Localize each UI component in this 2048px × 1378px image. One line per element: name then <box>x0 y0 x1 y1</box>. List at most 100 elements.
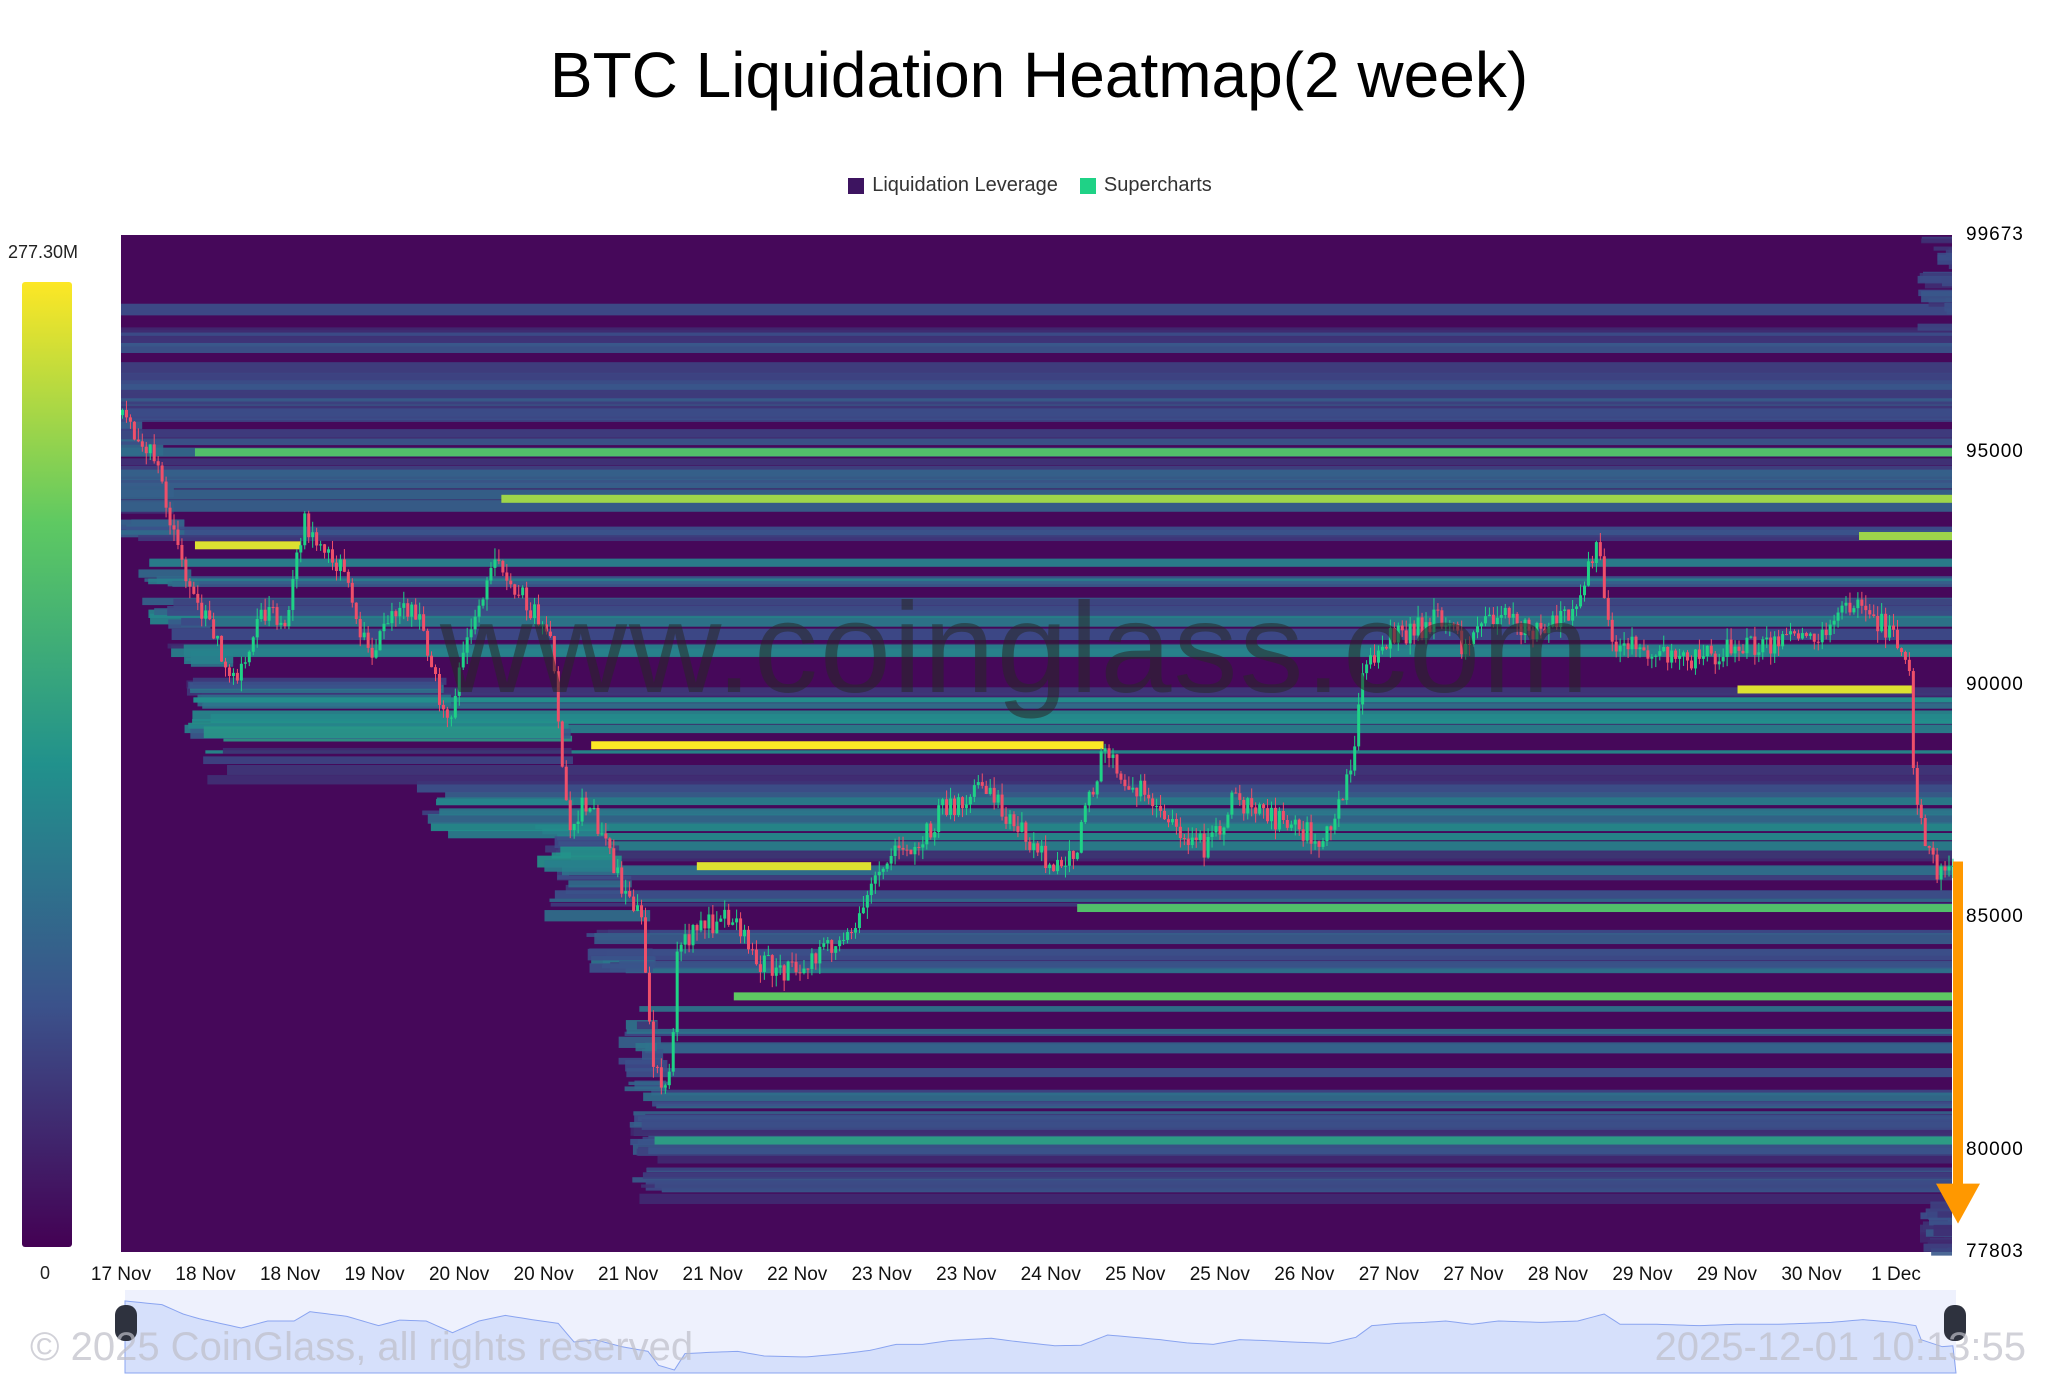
legend-item-liquidation-leverage[interactable]: Liquidation Leverage <box>848 174 1058 197</box>
candle <box>152 444 156 462</box>
candle <box>132 421 136 440</box>
heatmap-band <box>645 1042 1952 1054</box>
heatmap-band <box>193 697 1952 703</box>
candle <box>846 932 850 940</box>
candle <box>1551 615 1555 627</box>
candle <box>1079 822 1083 853</box>
candle <box>1674 650 1678 659</box>
candle <box>216 635 220 639</box>
heatmap-band <box>121 362 1952 374</box>
candle <box>1610 619 1614 642</box>
candle <box>758 964 762 972</box>
candle <box>1638 647 1642 650</box>
x-tick-label: 25 Nov <box>1189 1264 1250 1285</box>
candle <box>434 667 438 674</box>
candle <box>1115 754 1119 774</box>
candle <box>1099 751 1103 782</box>
liquidation-band <box>591 741 1104 750</box>
candle <box>1586 561 1590 586</box>
candle <box>917 846 921 848</box>
navigator-handle-left[interactable] <box>115 1305 137 1341</box>
candle <box>1262 804 1266 809</box>
heatmap-band <box>205 750 1952 754</box>
candle <box>544 624 548 632</box>
candle <box>196 593 200 603</box>
colorbar[interactable] <box>22 282 72 1247</box>
candle <box>529 610 533 619</box>
y-tick-label: 90000 <box>1966 673 2024 695</box>
candle <box>1234 792 1238 794</box>
candle <box>667 1071 671 1086</box>
candle <box>778 965 782 968</box>
candle <box>235 672 239 681</box>
heatmap-band <box>557 832 1953 841</box>
candle <box>1701 656 1705 659</box>
candle <box>1281 810 1285 821</box>
candle <box>838 940 842 947</box>
candle <box>354 602 358 620</box>
candle <box>1519 623 1523 636</box>
candle <box>418 614 422 620</box>
heatmap-band <box>138 535 1953 542</box>
candle <box>1000 794 1004 817</box>
copyright: © 2025 CoinGlass, all rights reserved <box>30 1325 694 1369</box>
candle <box>449 717 453 719</box>
candle <box>826 940 830 944</box>
candle <box>1365 664 1369 674</box>
candle <box>1186 838 1190 846</box>
heatmap-band <box>171 628 1952 641</box>
candle <box>267 607 271 621</box>
x-tick-label: 29 Nov <box>1696 1264 1758 1285</box>
legend-item-supercharts[interactable]: Supercharts <box>1079 174 1212 197</box>
candle <box>1353 746 1357 771</box>
heatmap-band <box>427 813 1953 824</box>
heatmap-band <box>657 1153 1952 1164</box>
candle <box>441 704 445 710</box>
candle <box>1713 653 1717 665</box>
candle <box>287 609 291 627</box>
candle <box>600 833 604 835</box>
heatmap-band <box>1937 252 1952 265</box>
candle <box>445 709 449 718</box>
candle <box>655 1066 659 1068</box>
candle <box>1218 826 1222 835</box>
candle <box>810 953 814 970</box>
candle <box>1899 648 1903 652</box>
candle <box>1903 651 1907 660</box>
candle <box>1868 610 1872 615</box>
candle <box>1931 847 1935 855</box>
candle <box>330 549 334 563</box>
candle <box>1044 845 1048 869</box>
candle <box>1769 637 1773 654</box>
candle <box>1765 637 1769 640</box>
candle <box>695 925 699 931</box>
navigator-handle-right[interactable] <box>1944 1305 1966 1341</box>
heatmap-band <box>1941 276 1952 287</box>
candle <box>342 559 346 572</box>
heatmap-band <box>184 724 1952 734</box>
candle <box>1686 652 1690 661</box>
candle <box>929 823 933 838</box>
candle <box>786 961 790 981</box>
candle <box>1511 613 1515 618</box>
heatmap-band <box>589 963 653 973</box>
candle <box>1472 632 1476 645</box>
heatmap-band <box>1917 275 1952 284</box>
candle <box>1606 598 1610 620</box>
candle <box>572 824 576 831</box>
candle <box>608 838 612 849</box>
x-tick-label: 27 Nov <box>1358 1264 1419 1285</box>
candle <box>687 934 691 946</box>
heatmap-band <box>121 526 1952 536</box>
heatmap-band <box>121 303 1952 316</box>
candle <box>1151 798 1155 807</box>
heatmap-band <box>594 933 1952 945</box>
candle <box>1761 639 1765 653</box>
candle <box>640 905 644 918</box>
candle <box>715 921 719 934</box>
candle <box>735 918 739 923</box>
heatmap-band <box>642 1172 1952 1179</box>
candle <box>1539 622 1543 629</box>
x-tick-label: 23 Nov <box>936 1264 997 1285</box>
